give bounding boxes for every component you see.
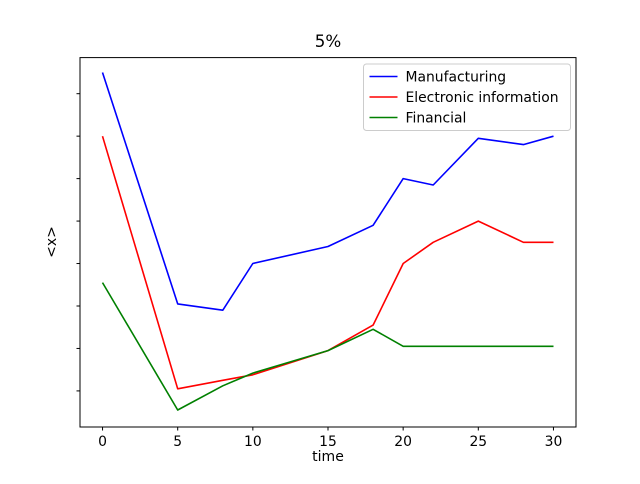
axis-ticks: 0 5 10 15 20 25 30: [76, 93, 563, 450]
x-axis-label: time: [312, 449, 344, 465]
legend-box: [363, 63, 571, 131]
x-tick-label: 20: [394, 434, 412, 450]
series-lines: [101, 72, 554, 411]
series-line-manufacturing: [101, 72, 554, 312]
series-line-electronic-information: [101, 135, 554, 390]
legend: Manufacturing Electronic information Finan…: [363, 63, 571, 131]
legend-label-financial: Financial: [406, 110, 467, 126]
x-tick-label: 25: [469, 434, 487, 450]
y-axis-label: <x>: [44, 226, 60, 258]
x-tick-label: 5: [173, 434, 182, 450]
legend-label-electronic-information: Electronic information: [406, 90, 559, 106]
x-tick-label: 15: [319, 434, 337, 450]
x-tick-label: 10: [244, 434, 262, 450]
chart-title: 5%: [315, 31, 341, 51]
x-tick-label: 0: [98, 434, 107, 450]
legend-label-manufacturing: Manufacturing: [406, 69, 507, 85]
series-line-financial: [101, 282, 554, 411]
x-tick-label: 30: [545, 434, 563, 450]
